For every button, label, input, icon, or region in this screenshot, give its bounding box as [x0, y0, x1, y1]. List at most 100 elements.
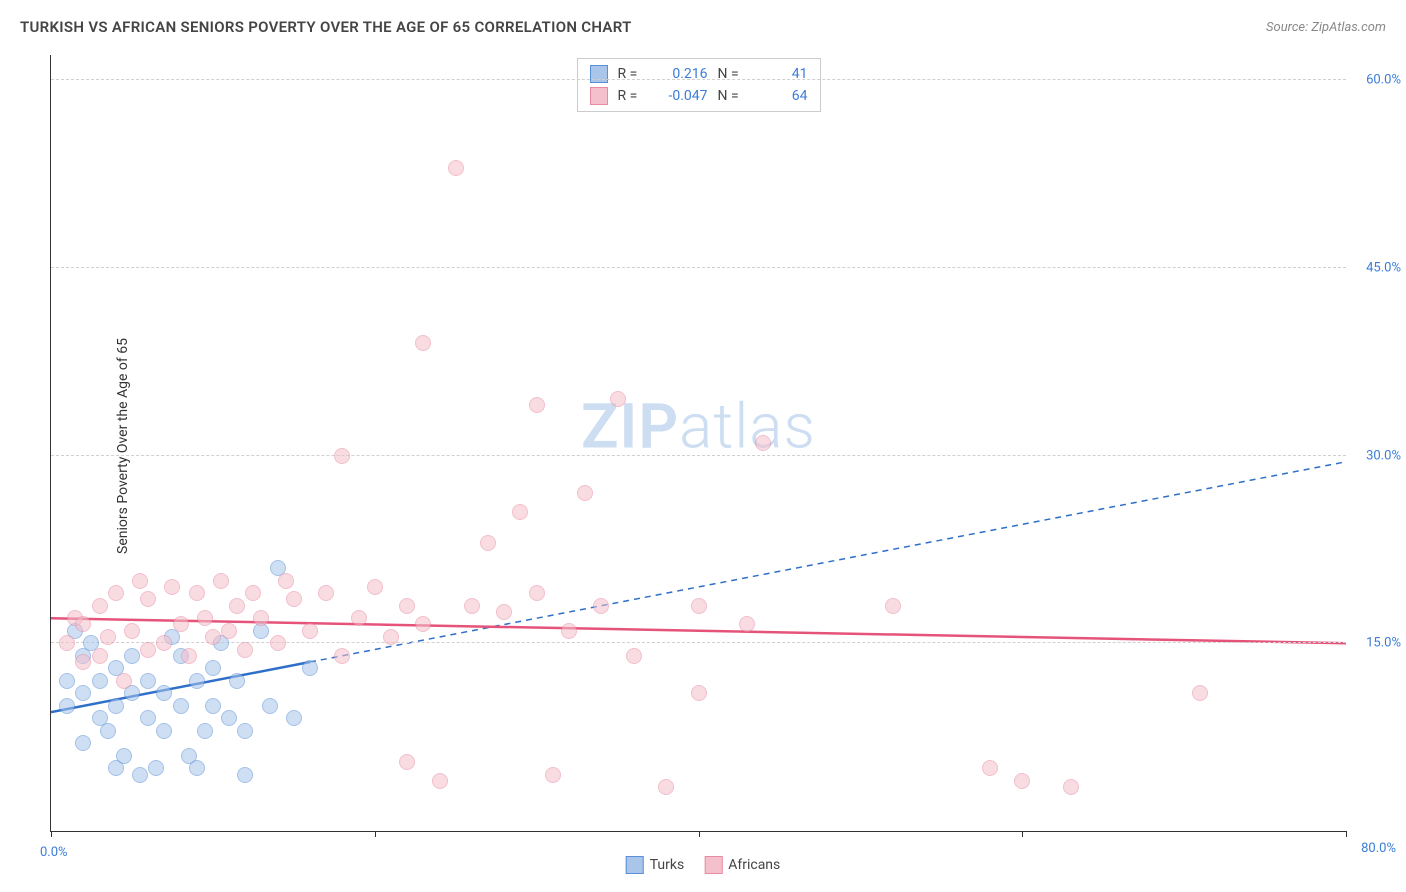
data-point [318, 585, 334, 601]
swatch-turks [590, 65, 608, 83]
data-point [691, 598, 707, 614]
data-point [124, 623, 140, 639]
data-point [245, 585, 261, 601]
data-point [213, 573, 229, 589]
data-point [164, 579, 180, 595]
swatch-africans [590, 87, 608, 105]
data-point [189, 673, 205, 689]
watermark-bold: ZIP [581, 391, 679, 464]
data-point [197, 723, 213, 739]
watermark-light: atlas [679, 391, 816, 464]
legend-item-turks: Turks [626, 856, 685, 874]
x-tick [375, 831, 376, 837]
data-point [75, 685, 91, 701]
data-point [577, 485, 593, 501]
scatter-plot-area: ZIPatlas R = 0.216 N = 41 R = -0.047 N =… [50, 55, 1346, 832]
data-point [755, 435, 771, 451]
data-point [286, 710, 302, 726]
chart-title: TURKISH VS AFRICAN SENIORS POVERTY OVER … [20, 18, 632, 36]
data-point [415, 335, 431, 351]
data-point [626, 648, 642, 664]
data-point [399, 754, 415, 770]
data-point [132, 573, 148, 589]
x-min-label: 0.0% [40, 845, 68, 860]
data-point [108, 585, 124, 601]
data-point [148, 760, 164, 776]
data-point [100, 723, 116, 739]
data-point [561, 623, 577, 639]
trend-lines [51, 55, 1346, 831]
r-value-africans: -0.047 [658, 88, 708, 104]
data-point [116, 673, 132, 689]
data-point [270, 635, 286, 651]
x-tick [1022, 831, 1023, 837]
data-point [383, 629, 399, 645]
n-label: N = [718, 88, 748, 104]
data-point [464, 598, 480, 614]
data-point [189, 585, 205, 601]
data-point [92, 673, 108, 689]
x-max-label: 80.0% [1361, 841, 1396, 856]
gridline [51, 455, 1346, 456]
legend-row-turks: R = 0.216 N = 41 [590, 63, 808, 85]
data-point [658, 779, 674, 795]
data-point [205, 698, 221, 714]
data-point [1192, 685, 1208, 701]
data-point [529, 585, 545, 601]
data-point [545, 767, 561, 783]
legend-label-turks: Turks [650, 857, 685, 873]
y-tick-label: 60.0% [1351, 73, 1401, 88]
data-point [173, 616, 189, 632]
data-point [140, 642, 156, 658]
data-point [173, 698, 189, 714]
y-tick-label: 45.0% [1351, 260, 1401, 275]
data-point [189, 760, 205, 776]
correlation-legend: R = 0.216 N = 41 R = -0.047 N = 64 [577, 58, 821, 112]
data-point [221, 710, 237, 726]
data-point [367, 579, 383, 595]
data-point [108, 698, 124, 714]
source-label: Source: ZipAtlas.com [1266, 20, 1386, 35]
data-point [156, 723, 172, 739]
data-point [1063, 779, 1079, 795]
data-point [140, 591, 156, 607]
data-point [197, 610, 213, 626]
data-point [982, 760, 998, 776]
series-legend: Turks Africans [626, 856, 781, 874]
data-point [739, 616, 755, 632]
data-point [59, 635, 75, 651]
data-point [181, 648, 197, 664]
data-point [140, 673, 156, 689]
data-point [132, 767, 148, 783]
data-point [302, 660, 318, 676]
data-point [229, 673, 245, 689]
data-point [229, 598, 245, 614]
data-point [1014, 773, 1030, 789]
data-point [262, 698, 278, 714]
y-tick-label: 15.0% [1351, 636, 1401, 651]
data-point [302, 623, 318, 639]
data-point [885, 598, 901, 614]
r-label: R = [618, 88, 648, 104]
data-point [278, 573, 294, 589]
data-point [286, 591, 302, 607]
data-point [334, 648, 350, 664]
data-point [100, 629, 116, 645]
data-point [448, 160, 464, 176]
data-point [116, 748, 132, 764]
data-point [156, 635, 172, 651]
data-point [140, 710, 156, 726]
data-point [691, 685, 707, 701]
data-point [221, 623, 237, 639]
data-point [92, 648, 108, 664]
data-point [351, 610, 367, 626]
data-point [496, 604, 512, 620]
data-point [512, 504, 528, 520]
legend-row-africans: R = -0.047 N = 64 [590, 85, 808, 107]
data-point [432, 773, 448, 789]
swatch-africans-icon [704, 856, 722, 874]
data-point [334, 448, 350, 464]
data-point [237, 642, 253, 658]
x-tick [1346, 831, 1347, 837]
data-point [415, 616, 431, 632]
